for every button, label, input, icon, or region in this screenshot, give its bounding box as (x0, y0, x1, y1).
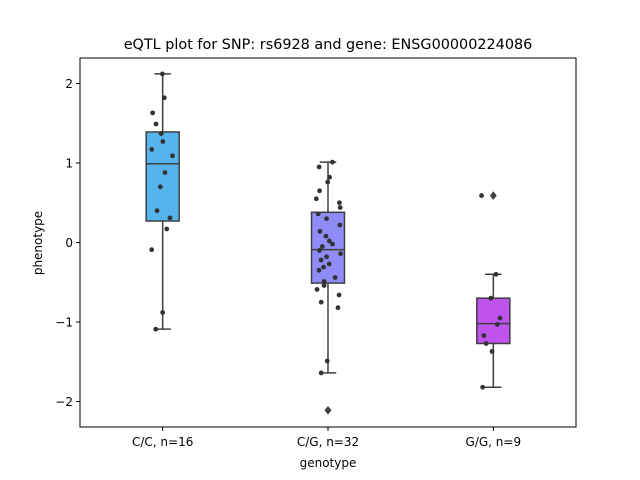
data-point (161, 95, 167, 101)
data-point (164, 226, 170, 232)
data-point (318, 257, 324, 263)
y-tick-label: −2 (55, 395, 73, 409)
data-point (330, 159, 335, 165)
data-point (330, 241, 335, 247)
data-point (316, 267, 322, 273)
data-point (167, 215, 173, 221)
box-group (145, 71, 180, 332)
data-point (337, 205, 343, 210)
data-point (170, 153, 175, 159)
data-point (321, 283, 327, 288)
data-point (324, 358, 330, 364)
data-point (481, 333, 487, 338)
data-point (493, 271, 499, 277)
data-point (327, 174, 332, 180)
data-point (157, 184, 163, 190)
data-point (489, 349, 495, 354)
data-point (337, 200, 342, 206)
data-point (313, 196, 319, 202)
data-point (319, 244, 325, 249)
data-point (335, 305, 341, 311)
data-point (325, 179, 331, 185)
box (145, 131, 180, 222)
data-point (162, 170, 168, 175)
y-axis-label: phenotype (31, 211, 45, 275)
data-point (160, 139, 166, 144)
data-point (324, 254, 329, 260)
data-point (150, 110, 156, 116)
data-point (318, 299, 324, 305)
y-tick-label: 2 (65, 77, 73, 91)
data-point (317, 228, 323, 234)
outlier-marker (489, 191, 497, 200)
data-point (338, 251, 344, 257)
data-point (326, 261, 332, 267)
data-point (154, 208, 160, 214)
x-tick-label: G/G, n=9 (466, 435, 522, 449)
data-point (332, 275, 338, 280)
data-point (317, 188, 322, 194)
x-tick-label: C/G, n=32 (297, 435, 359, 449)
data-point (479, 193, 484, 198)
outlier-marker (324, 405, 332, 415)
data-point (314, 287, 320, 292)
data-point (153, 121, 159, 127)
data-point (488, 295, 494, 301)
y-tick-label: −1 (55, 316, 73, 330)
x-axis: C/C, n=16 C/G, n=32 G/G, n=9 (132, 427, 521, 449)
plot-area (145, 71, 511, 415)
data-point (318, 370, 324, 376)
data-point (326, 238, 332, 244)
data-point (317, 248, 322, 253)
data-point (315, 211, 321, 217)
data-point (497, 315, 503, 321)
x-axis-label: genotype (300, 456, 357, 470)
y-tick-label: 1 (65, 156, 73, 170)
y-axis: −2 −1 0 1 2 (55, 77, 80, 409)
data-point (149, 147, 155, 152)
data-point (483, 341, 489, 346)
x-tick-label: C/C, n=16 (132, 435, 193, 449)
data-point (480, 384, 486, 390)
data-point (337, 222, 343, 228)
data-point (321, 264, 326, 270)
data-point (321, 279, 327, 284)
data-point (153, 326, 159, 332)
chart-title: eQTL plot for SNP: rs6928 and gene: ENSG… (124, 37, 533, 53)
data-point (316, 164, 322, 170)
data-point (336, 292, 342, 298)
box-group (310, 159, 346, 415)
box-group (476, 191, 511, 390)
data-point (160, 71, 165, 77)
data-point (323, 233, 329, 239)
data-point (158, 131, 164, 136)
data-point (324, 216, 329, 222)
y-tick-label: 0 (65, 236, 73, 250)
data-point (160, 310, 166, 315)
data-point (494, 322, 500, 327)
data-point (149, 247, 155, 253)
